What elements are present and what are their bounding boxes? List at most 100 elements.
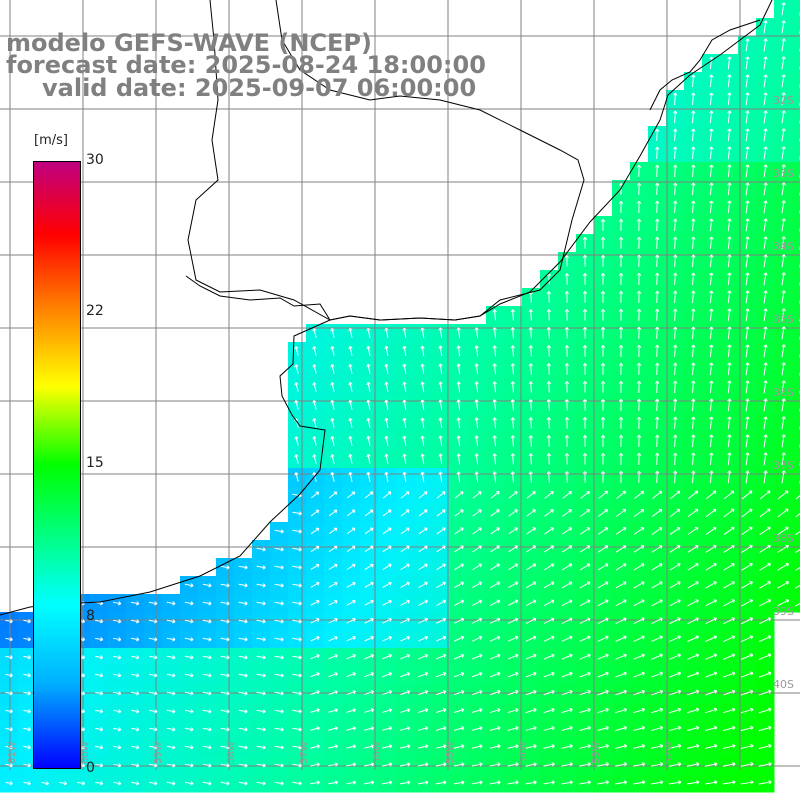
- lon-label: 57W: [299, 741, 310, 764]
- wind-arrow: [655, 326, 660, 339]
- wind-arrow: [543, 762, 555, 767]
- wind-arrow: [758, 653, 772, 660]
- wind-arrow: [655, 290, 660, 303]
- wind-arrow: [148, 745, 158, 750]
- wind-arrow: [471, 708, 483, 714]
- wind-arrow: [651, 545, 663, 553]
- wind-arrow: [740, 762, 754, 767]
- wind-arrow: [600, 308, 606, 321]
- wind-arrow: [781, 2, 786, 16]
- wind-cell: [792, 198, 800, 217]
- wind-arrow: [528, 381, 533, 393]
- wind-arrow: [763, 254, 768, 268]
- wind-arrow: [636, 236, 642, 249]
- wind-arrow: [202, 601, 212, 606]
- wind-arrow: [384, 327, 389, 338]
- wind-arrow: [600, 380, 606, 393]
- wind-arrow: [723, 635, 736, 643]
- wind-arrow: [382, 491, 392, 499]
- wind-arrow: [474, 345, 479, 357]
- wind-arrow: [795, 495, 800, 500]
- wind-arrow: [763, 218, 768, 232]
- wind-arrow: [546, 453, 552, 465]
- wind-arrow: [438, 345, 443, 357]
- wind-arrow: [564, 345, 570, 357]
- wind-arrow: [758, 743, 772, 749]
- wind-arrow: [256, 601, 266, 606]
- wind-arrow: [686, 725, 700, 732]
- wind-arrow: [328, 509, 338, 517]
- wind-arrow: [382, 581, 392, 588]
- wind-arrow: [651, 762, 664, 767]
- wind-arrow: [687, 563, 699, 571]
- wind-arrow: [615, 671, 627, 678]
- wind-arrow: [238, 583, 248, 588]
- wind-arrow: [745, 254, 750, 268]
- wind-arrow: [220, 601, 230, 606]
- wind-arrow: [740, 653, 754, 660]
- wind-arrow: [673, 254, 678, 268]
- wind-arrow: [687, 653, 700, 660]
- wind-arrow: [651, 617, 663, 625]
- wind-arrow: [256, 727, 266, 732]
- wind-arrow: [705, 563, 717, 571]
- wind-arrow: [346, 672, 356, 678]
- wind-arrow: [687, 617, 699, 625]
- wind-arrow: [745, 128, 750, 142]
- wind-arrow: [727, 146, 732, 160]
- wind-arrow: [618, 362, 624, 375]
- wind-arrow: [382, 744, 393, 749]
- colorbar-tick: 30: [86, 152, 104, 168]
- wind-arrow: [525, 689, 537, 696]
- wind-arrow: [95, 691, 104, 696]
- wind-arrow: [633, 689, 645, 696]
- wind-arrow: [561, 635, 573, 642]
- wind-arrow: [312, 472, 317, 482]
- wind-arrow: [763, 56, 768, 70]
- wind-arrow: [113, 709, 122, 714]
- wind-arrow: [402, 363, 407, 375]
- wind-arrow: [436, 491, 446, 499]
- wind-arrow: [489, 707, 501, 714]
- wind-arrow: [528, 435, 533, 447]
- wind-arrow: [113, 781, 122, 786]
- wind-arrow: [95, 619, 104, 624]
- wind-arrow: [238, 601, 248, 606]
- wind-arrow: [256, 781, 266, 786]
- wind-arrow: [113, 691, 122, 696]
- wind-arrow: [113, 655, 122, 660]
- wind-arrow: [745, 182, 750, 196]
- wind-arrow: [364, 672, 374, 678]
- wind-arrow: [615, 635, 627, 642]
- wind-arrow: [489, 617, 501, 624]
- wind-arrow: [507, 599, 519, 606]
- wind-arrow: [238, 637, 248, 642]
- wind-arrow: [526, 563, 537, 571]
- wind-arrow: [781, 398, 786, 412]
- wind-arrow: [489, 635, 501, 642]
- wind-arrow: [705, 653, 718, 660]
- wind-arrow: [328, 708, 338, 713]
- wind-arrow: [310, 708, 320, 713]
- wind-arrow: [651, 707, 664, 714]
- wind-arrow: [709, 200, 714, 214]
- wind-arrow: [669, 599, 681, 607]
- wind-arrow: [292, 709, 302, 714]
- wind-arrow: [727, 344, 732, 358]
- wind-arrow: [238, 655, 248, 660]
- wind-arrow: [582, 381, 588, 393]
- wind-arrow: [400, 635, 411, 642]
- wind-arrow: [709, 110, 714, 124]
- wind-arrow: [507, 726, 519, 731]
- wind-arrow: [777, 490, 789, 500]
- wind-arrow: [655, 380, 660, 393]
- wind-arrow: [600, 254, 606, 267]
- wind-arrow: [508, 491, 518, 499]
- wind-arrow: [400, 563, 410, 571]
- wind-arrow: [364, 509, 374, 517]
- wind-arrow: [781, 470, 786, 484]
- wind-arrow: [489, 689, 501, 696]
- wind-arrow: [166, 601, 176, 606]
- wind-cell: [792, 324, 800, 343]
- wind-arrow: [673, 92, 678, 106]
